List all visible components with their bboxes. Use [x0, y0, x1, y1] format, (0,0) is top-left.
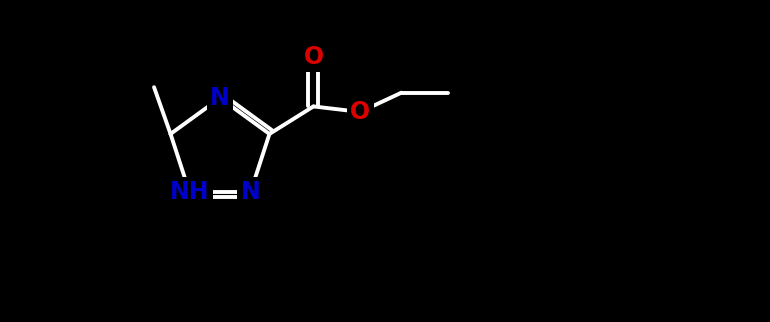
Text: N: N	[241, 180, 260, 204]
Text: O: O	[350, 100, 370, 124]
Text: N: N	[210, 86, 230, 110]
Text: NH: NH	[169, 180, 209, 204]
Text: O: O	[303, 45, 323, 69]
